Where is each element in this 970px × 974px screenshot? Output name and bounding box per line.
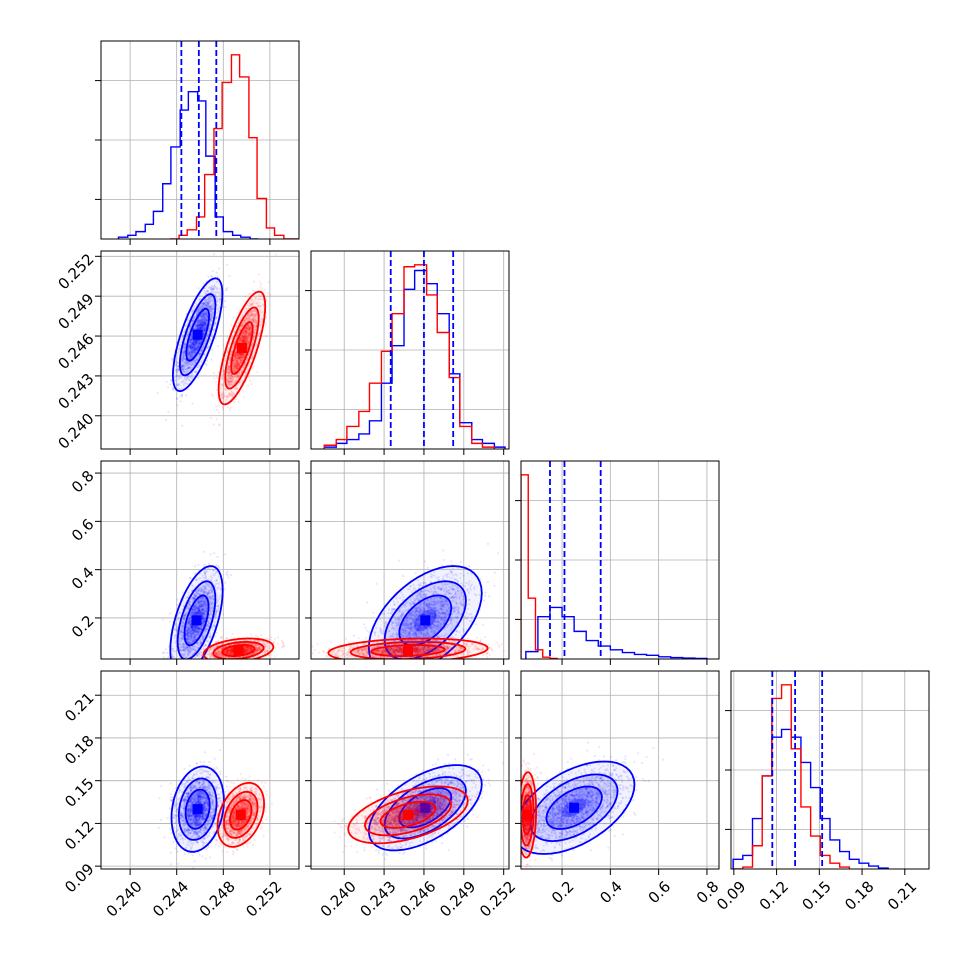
y-tick-label: 0.18	[61, 732, 97, 768]
density-peak-red	[236, 810, 246, 820]
joint-panel-p1-p2	[95, 251, 299, 455]
histogram-panel-p4	[725, 671, 929, 875]
x-tick-label: 0.248	[196, 877, 239, 920]
y-tick-label: 0.249	[54, 290, 97, 333]
joint-panel-p2-p3	[305, 461, 509, 689]
x-tick-label: 0.21	[884, 877, 920, 913]
density-peak-blue	[193, 804, 203, 814]
density-peak-red	[237, 343, 247, 353]
y-tick-label: 0.4	[68, 563, 98, 593]
density-peak-blue	[569, 803, 579, 813]
joint-panel-p1-p3	[95, 461, 299, 694]
density-peak-red	[233, 646, 243, 656]
x-tick-label: 0.240	[317, 877, 360, 920]
x-tick-label: 0.09	[713, 877, 749, 913]
histogram-panel-p3	[515, 461, 719, 665]
density-peak-blue	[193, 330, 203, 340]
y-tick-label: 0.246	[54, 330, 97, 373]
density-peak-blue	[420, 615, 430, 625]
y-tick-label: 0.8	[68, 467, 98, 497]
x-tick-label: 0.252	[476, 877, 519, 920]
y-tick-label: 0.15	[61, 774, 97, 810]
density-peak-blue	[192, 615, 202, 625]
y-tick-label: 0.6	[68, 515, 98, 545]
x-tick-label: 0.4	[596, 877, 626, 907]
y-tick-label: 0.252	[54, 250, 97, 293]
histogram-panel-p2	[305, 251, 509, 455]
density-peak-red	[522, 810, 532, 820]
y-tick-label: 0.2	[68, 612, 98, 642]
x-tick-label: 0.15	[799, 877, 835, 913]
density-peak-red	[403, 646, 413, 656]
x-tick-label: 0.249	[436, 877, 479, 920]
y-tick-label: 0.09	[61, 860, 97, 896]
x-tick-label: 0.6	[645, 877, 675, 907]
x-tick-label: 0.240	[103, 877, 146, 920]
y-tick-label: 0.243	[54, 370, 97, 413]
x-tick-label: 0.243	[357, 877, 400, 920]
y-tick-label: 0.21	[61, 689, 97, 725]
joint-panel-p2-p4	[305, 671, 510, 875]
x-tick-label: 0.2	[548, 877, 578, 907]
histogram-panel-p1	[95, 41, 301, 245]
joint-panel-p3-p4	[474, 671, 719, 875]
density-peak-red	[403, 810, 413, 820]
y-tick-label: 0.12	[61, 817, 97, 853]
joint-panel-p1-p4	[95, 671, 299, 875]
x-tick-label: 0.12	[756, 877, 792, 913]
x-tick-label: 0.252	[242, 877, 285, 920]
x-tick-label: 0.18	[841, 877, 877, 913]
x-tick-label: 0.246	[396, 877, 439, 920]
y-tick-label: 0.240	[54, 410, 97, 453]
x-tick-label: 0.244	[149, 877, 192, 920]
